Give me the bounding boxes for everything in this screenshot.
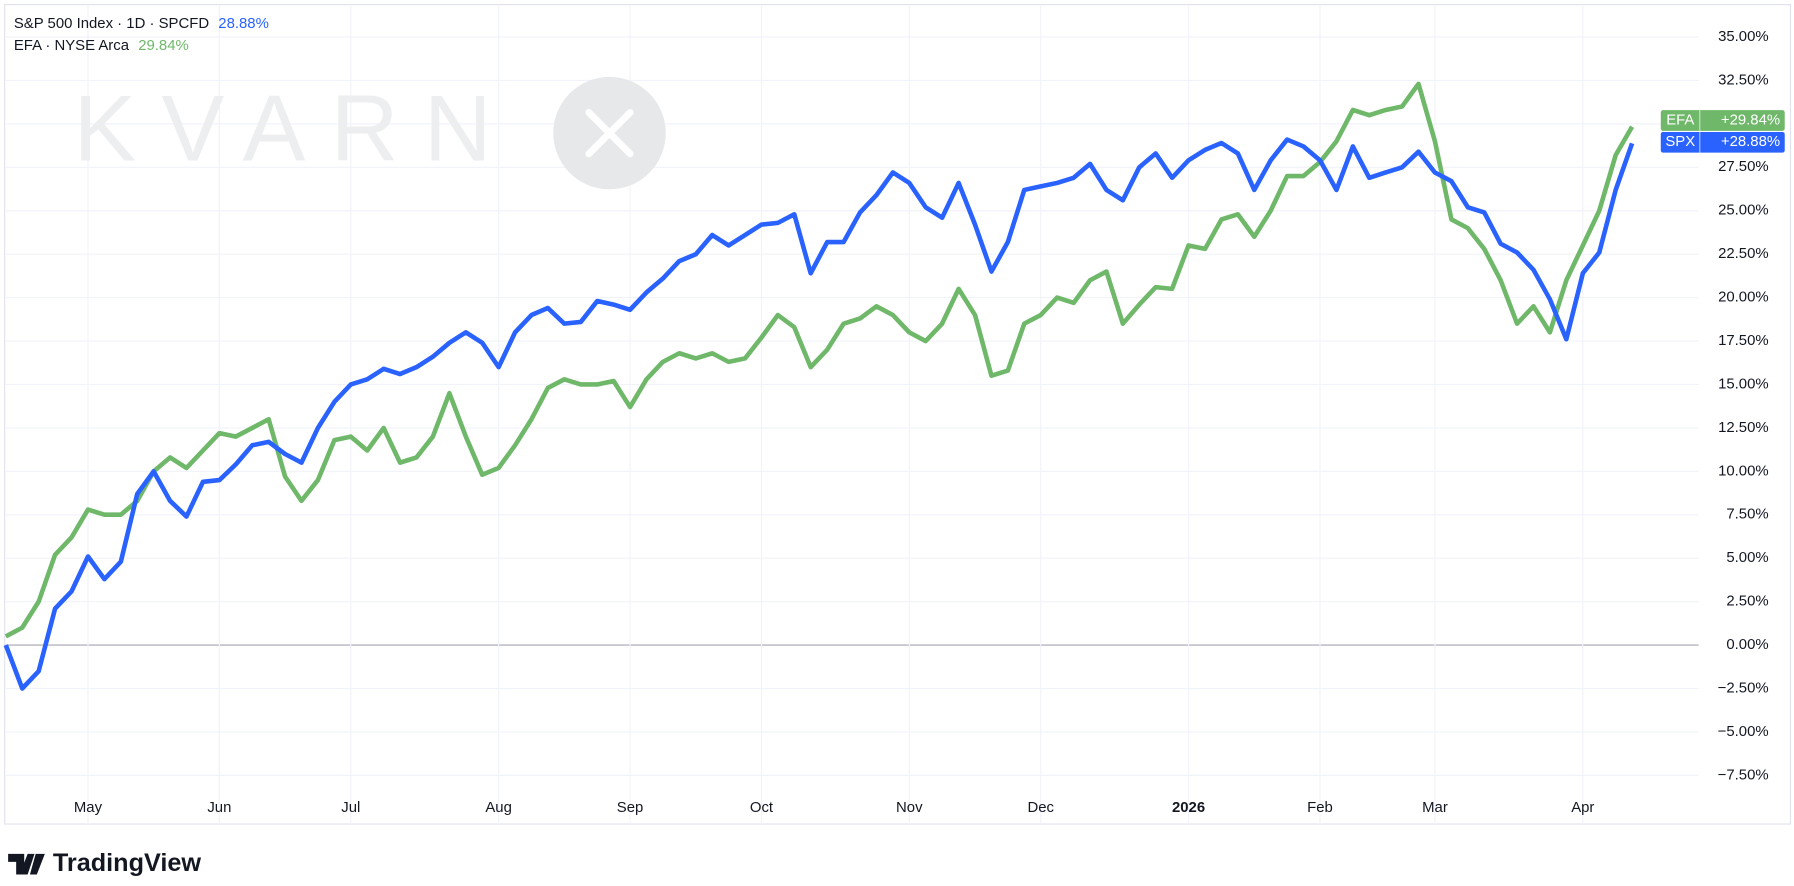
series-line [3,137,1635,691]
x-tick-label: Oct [750,800,774,816]
price-tag-value: +28.88% [1721,134,1780,150]
y-tick-label: −5.00% [1718,724,1769,740]
price-tag-value: +29.84% [1721,112,1780,128]
brand-logo [8,853,45,875]
x-tick-label: Apr [1571,800,1594,816]
legend-name: EFA · NYSE Arca 29.84% [14,38,189,54]
price-tag [1660,110,1785,131]
legend-value: 28.88% [218,16,269,32]
x-tick-label: Dec [1027,800,1054,816]
plot [3,81,1635,691]
y-tick-label: 5.00% [1726,550,1768,566]
watermark: KVARN [74,75,666,190]
y-tick-label: 2.50% [1726,594,1768,610]
x-tick-label: May [74,800,103,816]
y-tick-label: 15.00% [1718,376,1769,392]
legend-name: S&P 500 Index · 1D · SPCFD 28.88% [14,16,269,32]
legend-value: 29.84% [138,38,189,54]
price-tag-name: SPX [1665,134,1695,150]
watermark-text: KVARN [74,75,517,180]
x-tick-label: 2026 [1172,800,1205,816]
y-tick-label: 35.00% [1718,29,1769,45]
y-tick-label: 10.00% [1718,463,1769,479]
y-tick-label: 12.50% [1718,420,1769,436]
y-tick-label: 27.50% [1718,159,1769,175]
x-tick-label: Jul [341,800,360,816]
y-tick-label: 17.50% [1718,333,1769,349]
brand: TradingView [8,849,201,877]
price-tag-name: EFA [1666,112,1694,128]
legend: S&P 500 Index · 1D · SPCFD 28.88% EFA · NY… [14,16,1785,153]
y-tick-label: 25.00% [1718,203,1769,219]
y-tick-label: 20.00% [1718,290,1769,306]
y-tick-label: 0.00% [1726,637,1768,653]
chart-frame [4,4,1792,825]
y-tick-label: 7.50% [1726,507,1768,523]
y-tick-label: 32.50% [1718,72,1769,88]
watermark-logo-x [585,109,634,158]
x-tick-label: Feb [1307,800,1333,816]
price-tag [1660,131,1785,153]
x-tick-label: Mar [1422,800,1448,816]
x-tick-label: Nov [896,800,923,816]
y-tick-label: −7.50% [1718,767,1769,783]
y-tick-label: 22.50% [1718,246,1769,262]
brand-text: TradingView [53,849,202,877]
y-tick-label: −2.50% [1718,680,1769,696]
x-tick-label: Sep [617,800,644,816]
legend-label: EFA · NYSE Arca [14,38,130,54]
x-tick-label: Jun [207,800,231,816]
x-tick-label: Aug [485,800,512,816]
legend-label: S&P 500 Index · 1D · SPCFD [14,16,209,32]
